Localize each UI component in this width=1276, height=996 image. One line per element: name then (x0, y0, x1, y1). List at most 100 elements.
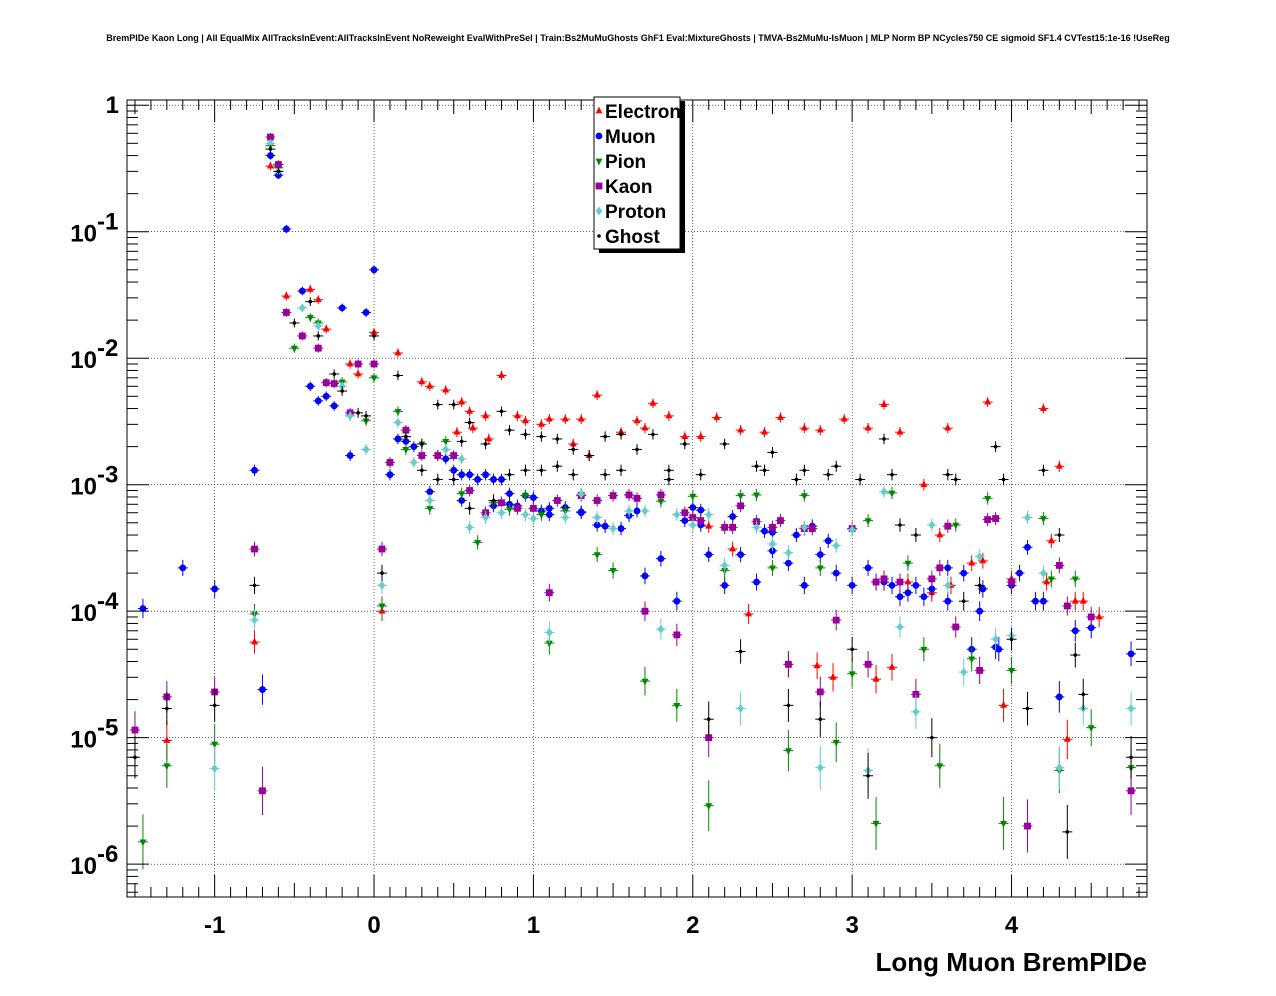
x-tick-label: 0 (367, 912, 380, 939)
y-tick-label: 10 (70, 474, 97, 501)
y-tick-exponent: -4 (97, 588, 119, 615)
data-point (338, 304, 346, 312)
x-tick-label: 4 (1005, 912, 1019, 939)
data-point (354, 369, 362, 377)
data-point (928, 520, 936, 530)
data-point (944, 564, 952, 572)
legend-box (593, 96, 681, 250)
legend: Electron Muon Pion Kaon Proton Ghost (593, 96, 685, 253)
data-point (816, 551, 824, 559)
data-point (898, 523, 902, 527)
data-point (816, 565, 824, 573)
data-point (434, 452, 442, 459)
data-point (864, 518, 872, 526)
data-point (681, 517, 689, 525)
data-point (485, 434, 493, 442)
data-point (555, 437, 560, 441)
data-point (800, 522, 808, 532)
data-point (364, 414, 368, 418)
data-point (211, 585, 219, 593)
data-point (880, 400, 888, 407)
data-point (603, 472, 607, 477)
data-point (530, 504, 537, 512)
data-point (498, 508, 505, 518)
data-point (657, 555, 665, 563)
data-point (649, 398, 657, 406)
chart-title: BremPIDe Kaon Long | All EqualMix AllTra… (106, 33, 1170, 43)
data-point (864, 423, 872, 431)
data-point (451, 402, 456, 407)
data-point (1073, 653, 1078, 657)
data-point (888, 581, 896, 589)
data-point (673, 597, 681, 605)
legend-marker (595, 132, 603, 140)
data-point (697, 432, 705, 440)
series-ghost (129, 145, 1137, 859)
data-point (977, 583, 982, 588)
data-point (555, 464, 560, 469)
data-point (777, 517, 784, 525)
data-point (394, 348, 402, 356)
data-point (785, 559, 792, 567)
data-point (282, 309, 290, 316)
data-point (276, 169, 281, 174)
data-point (673, 631, 681, 639)
data-point (1095, 612, 1103, 620)
data-point (267, 161, 274, 169)
data-point (904, 589, 912, 597)
data-point (458, 454, 466, 464)
data-point (738, 649, 743, 654)
data-point (705, 551, 713, 559)
data-point (1008, 578, 1015, 586)
data-point (467, 420, 472, 425)
data-point (298, 287, 306, 295)
data-point (275, 161, 282, 168)
data-point (832, 569, 840, 577)
data-point (522, 510, 529, 520)
data-point (577, 508, 585, 516)
data-point (252, 583, 257, 588)
data-point (1071, 627, 1079, 635)
data-point (362, 445, 370, 454)
data-point (960, 667, 968, 677)
data-point (785, 748, 792, 756)
data-point (866, 773, 870, 778)
data-point (212, 703, 217, 708)
data-point (667, 477, 671, 482)
data-point (498, 476, 505, 483)
data-point (458, 497, 466, 504)
data-point (689, 520, 697, 530)
data-point (474, 476, 482, 483)
data-point (1071, 596, 1079, 604)
data-point (912, 690, 920, 698)
data-point (420, 468, 424, 473)
data-point (308, 299, 313, 304)
data-point (561, 513, 569, 522)
data-point (467, 506, 472, 511)
data-point (1065, 830, 1070, 834)
data-point (641, 678, 649, 686)
data-point (698, 472, 703, 477)
legend-marker (595, 206, 603, 216)
data-point (1024, 543, 1031, 551)
y-tick-exponent: -2 (97, 335, 118, 362)
y-tick-exponent: -1 (97, 209, 118, 236)
data-point (306, 382, 314, 390)
data-point (314, 397, 322, 405)
data-point (609, 568, 617, 575)
data-point (1041, 468, 1046, 473)
data-point (872, 674, 880, 682)
data-point (1000, 700, 1007, 708)
data-point (469, 423, 477, 431)
data-point (386, 471, 394, 479)
data-point (928, 575, 936, 583)
data-point (346, 359, 354, 367)
data-point (673, 702, 681, 710)
data-point (609, 524, 617, 533)
data-point (713, 413, 721, 420)
data-point (641, 423, 649, 431)
data-point (762, 468, 767, 473)
data-point (426, 505, 434, 513)
data-point (380, 571, 384, 575)
data-point (721, 561, 729, 570)
